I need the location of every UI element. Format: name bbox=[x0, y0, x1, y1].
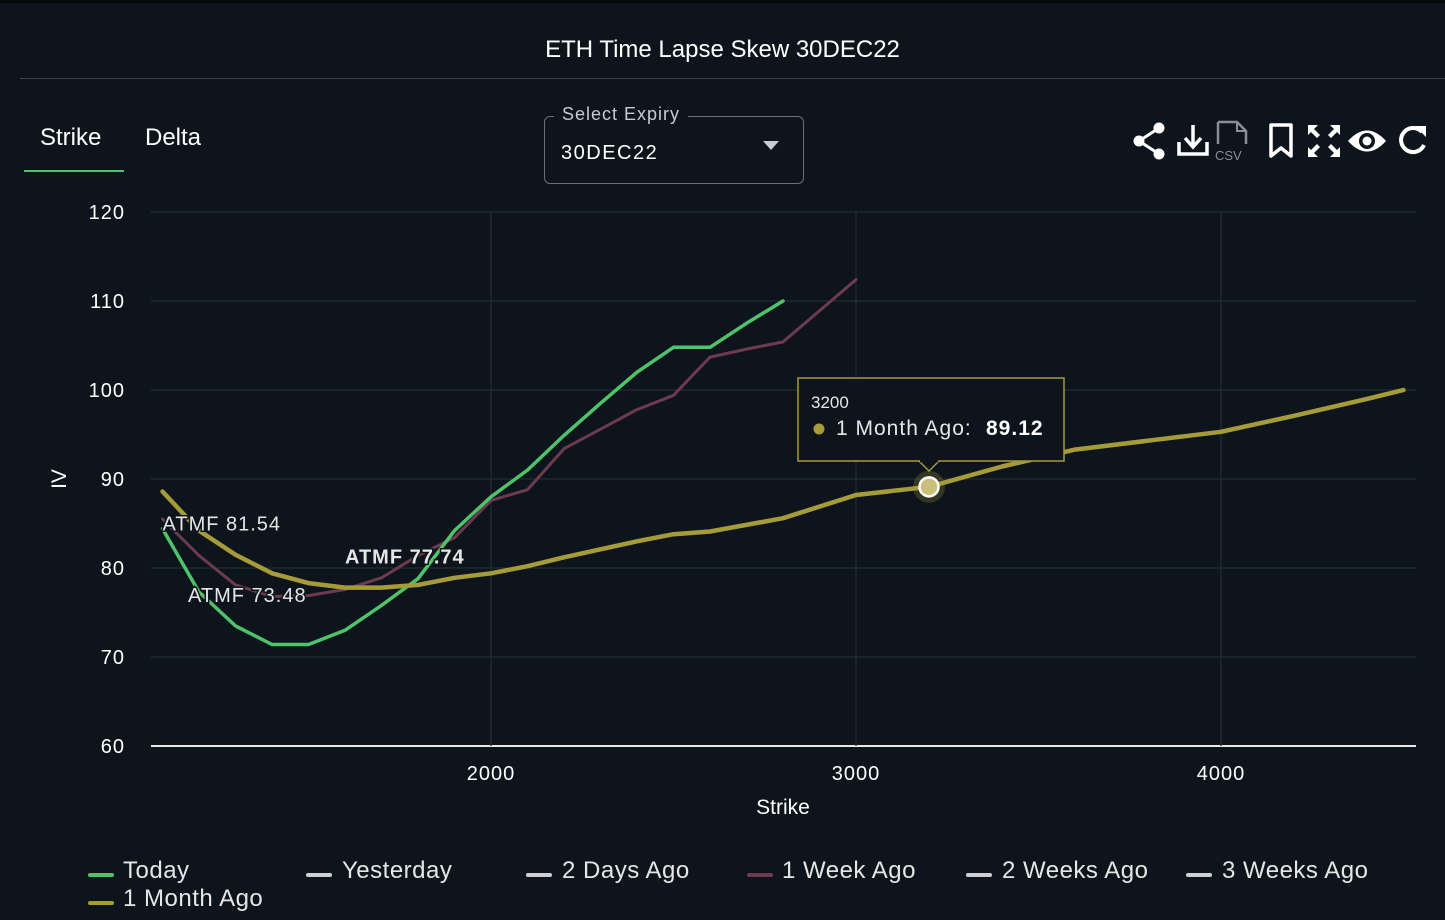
atmf-label: ATMF 77.74 bbox=[345, 547, 465, 569]
legend-swatch bbox=[306, 873, 332, 877]
y-tick-label: 90 bbox=[101, 469, 125, 491]
tooltip-series-name: 1 Month Ago: bbox=[836, 417, 972, 440]
legend-label: Yesterday bbox=[342, 857, 453, 884]
tooltip-strike: 3200 bbox=[811, 393, 849, 412]
atmf-label: ATMF 81.54 bbox=[163, 514, 282, 536]
bookmark-icon[interactable] bbox=[1261, 120, 1301, 162]
expiry-select-value: 30DEC22 bbox=[561, 142, 659, 164]
legend-label: Today bbox=[123, 857, 190, 884]
legend-label: 2 Weeks Ago bbox=[1002, 857, 1149, 884]
top-border bbox=[0, 0, 1445, 3]
legend-label: 3 Weeks Ago bbox=[1222, 857, 1369, 884]
atmf-label: ATMF 73.48 bbox=[188, 585, 307, 607]
legend-label: 1 Month Ago bbox=[123, 885, 264, 912]
y-tick-label: 70 bbox=[101, 647, 125, 669]
hover-point[interactable] bbox=[918, 476, 940, 498]
tooltip-box bbox=[797, 377, 1065, 462]
legend-swatch bbox=[88, 901, 114, 905]
fullscreen-icon[interactable] bbox=[1304, 120, 1344, 162]
y-tick-label: 100 bbox=[89, 380, 125, 402]
tab-strike[interactable]: Strike bbox=[40, 124, 102, 151]
tab-delta[interactable]: Delta bbox=[145, 124, 202, 151]
x-tick-label: 3000 bbox=[832, 763, 881, 785]
legend-swatch bbox=[1186, 873, 1212, 877]
tooltip-series-dot bbox=[813, 423, 825, 435]
csv-file-icon[interactable]: CSV bbox=[1212, 120, 1252, 163]
series-line-1-month-ago[interactable] bbox=[160, 387, 1406, 590]
legend-swatch bbox=[966, 873, 992, 877]
active-tab-indicator bbox=[24, 170, 124, 172]
legend-swatch bbox=[88, 873, 114, 877]
refresh-icon[interactable] bbox=[1392, 120, 1432, 162]
share-icon[interactable] bbox=[1129, 120, 1169, 162]
x-axis-label: Strike bbox=[756, 796, 810, 819]
legend-label: 1 Week Ago bbox=[782, 857, 916, 884]
series-line-1-week-ago[interactable] bbox=[161, 278, 858, 598]
series-line-today[interactable] bbox=[160, 299, 785, 647]
legend-label: 2 Days Ago bbox=[562, 857, 690, 884]
download-icon[interactable] bbox=[1173, 120, 1213, 162]
legend-swatch bbox=[526, 873, 552, 877]
tooltip-value: 89.12 bbox=[986, 417, 1044, 440]
y-tick-label: 60 bbox=[101, 736, 125, 758]
x-tick-label: 2000 bbox=[467, 763, 516, 785]
title-divider bbox=[20, 78, 1445, 79]
tooltip-pointer bbox=[918, 460, 940, 473]
x-tick-label: 4000 bbox=[1197, 763, 1246, 785]
y-axis-label: IV bbox=[48, 469, 71, 489]
page-title: ETH Time Lapse Skew 30DEC22 bbox=[545, 36, 900, 63]
y-tick-label: 80 bbox=[101, 558, 125, 580]
skew-chart: 60 70 80 90 100 110 120 2000 3000 4000 Strike IV ATM… bbox=[48, 202, 1416, 819]
expiry-select-label: Select Expiry bbox=[554, 104, 689, 125]
y-tick-label: 120 bbox=[89, 202, 125, 224]
chevron-down-icon[interactable] bbox=[763, 141, 779, 150]
csv-label: CSV bbox=[1215, 148, 1242, 162]
legend-swatch bbox=[747, 873, 773, 877]
eye-icon[interactable] bbox=[1347, 120, 1387, 162]
y-tick-label: 110 bbox=[90, 291, 125, 313]
